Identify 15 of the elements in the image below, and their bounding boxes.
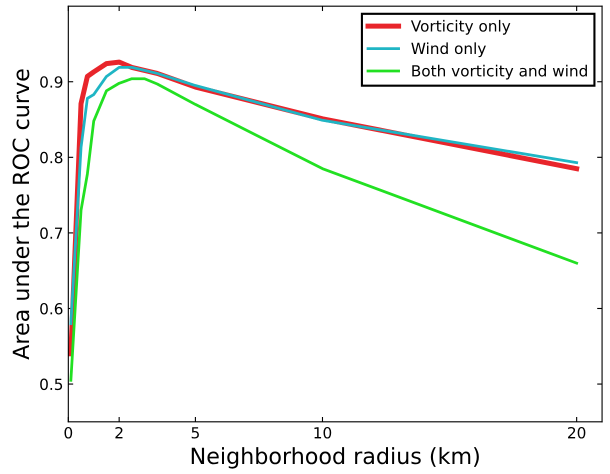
y-tick-label: 0.5 [40, 378, 62, 390]
legend-label: Both vorticity and wind [412, 64, 587, 80]
legend-label: Wind only [411, 42, 486, 58]
y-tick-label: 0.9 [40, 76, 62, 88]
y-tick-label: 0.6 [40, 302, 62, 315]
x-tick-label: 10 [314, 426, 332, 439]
x-axis-title: Neighborhood radius (km) [192, 447, 479, 469]
y-tick-label: 0.8 [40, 152, 62, 164]
x-tick-label: 20 [568, 426, 586, 439]
x-tick-label: 5 [192, 427, 199, 439]
x-tick-label: 2 [115, 426, 122, 438]
x-tick-label: 0 [64, 426, 72, 439]
y-axis-title: Area under the ROC curve [12, 69, 30, 360]
legend-label: Vorticity only [410, 20, 510, 35]
y-tick-label: 0.7 [40, 227, 62, 239]
